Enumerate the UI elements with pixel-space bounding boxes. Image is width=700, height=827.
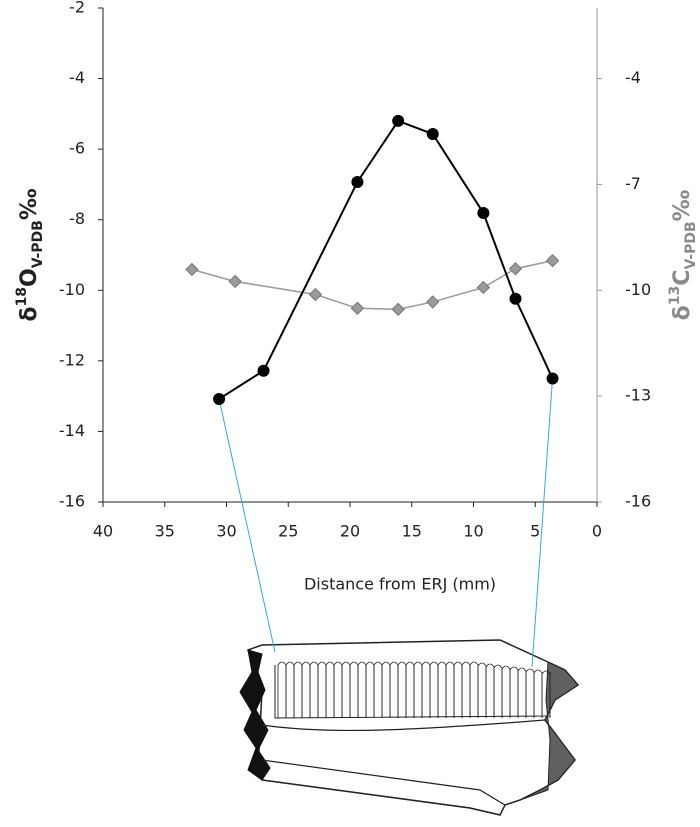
point [426,295,440,309]
series-line [191,259,553,311]
connector [218,398,276,653]
stripe [517,667,527,718]
point [350,301,365,315]
connector [531,378,554,668]
point [426,127,439,140]
point [392,114,405,127]
tooth-root-left [239,649,271,781]
point [476,280,491,295]
point [509,292,522,305]
y2-tick-label: -16 [625,492,651,511]
x-tick-label: 5 [530,522,540,541]
x-tick-label: 35 [155,522,175,541]
stripe [509,666,519,718]
point [308,287,323,302]
x-tick-label: 30 [216,522,236,541]
stripe [477,662,487,718]
y-tick-label: -10 [59,280,85,299]
y-tick-label: -14 [59,421,85,440]
tooth-outline [247,639,580,816]
label-part: V-PDB [683,221,699,269]
label-part: 13 [667,286,683,305]
stripe [525,668,535,718]
tooth-base [261,759,506,816]
label-part: V-PDB [30,220,46,268]
point [213,392,226,405]
tooth-diagram [239,639,580,816]
series-line [218,119,554,400]
stripe [485,663,495,718]
label-part: δ [17,306,42,321]
x-tick-label: 15 [402,522,422,541]
y2-tick-label: -4 [625,68,641,87]
label-part: O [17,268,42,287]
label-part: C [670,270,695,286]
y-tick-label: -8 [69,209,85,228]
y2-axis-label: δ13CV-PDB‰ [667,189,699,320]
y2-tick-label: -13 [625,386,651,405]
y-tick-label: -2 [69,0,85,17]
tooth-midline [261,719,546,732]
label-part: ‰ [670,189,695,221]
point [391,302,405,317]
stripe [533,669,543,718]
x-tick-label: 25 [278,522,298,541]
point [546,372,559,385]
stripe [493,664,503,718]
x-axis-label: Distance from ERJ (mm) [304,575,496,594]
stripe [469,661,479,718]
x-tick-label: 10 [463,522,483,541]
point [228,274,242,289]
enamel-stripes [274,661,551,719]
point [185,262,199,277]
x-tick-label: 40 [93,522,113,541]
x-tick-label: 20 [340,522,360,541]
point [477,207,490,220]
point [257,364,270,377]
y2-tick-label: -7 [625,174,641,193]
y2-tick-label: -10 [625,280,651,299]
y-axis-label: δ18OV-PDB‰ [14,188,46,322]
point [508,262,523,276]
tooth-root-right [519,661,579,801]
label-part: 18 [14,287,30,306]
stripe [501,665,511,718]
y-tick-label: -6 [69,139,85,158]
stripe-frame [274,665,551,719]
point [351,175,364,188]
y-tick-label: -12 [59,350,85,369]
y-tick-label: -16 [59,492,85,511]
label-part: ‰ [17,188,42,220]
point [545,253,560,268]
label-part: δ [670,305,695,320]
x-tick-label: 0 [592,522,602,541]
y-tick-label: -4 [69,68,85,87]
